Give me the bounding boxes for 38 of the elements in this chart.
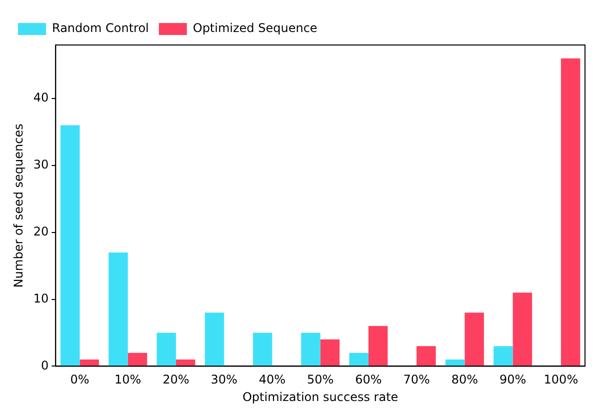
- x-tick-label: 30%: [210, 372, 238, 387]
- bar: [368, 326, 388, 366]
- bar: [445, 360, 465, 366]
- y-axis-title: Number of seed sequences: [11, 124, 26, 288]
- bar: [176, 360, 196, 366]
- bar: [494, 346, 513, 366]
- bar: [349, 352, 368, 366]
- bar: [128, 352, 148, 366]
- bar: [108, 252, 128, 366]
- bar: [512, 292, 532, 366]
- bar: [464, 312, 484, 366]
- y-tick-label: 40: [33, 90, 49, 105]
- legend-label: Random Control: [52, 21, 149, 36]
- x-tick-label: 70%: [403, 372, 430, 387]
- x-axis-title: Optimization success rate: [242, 390, 398, 404]
- y-tick-label: 10: [33, 291, 49, 306]
- bar: [416, 346, 436, 366]
- x-tick-label: 80%: [451, 372, 478, 387]
- y-tick-label: 0: [41, 358, 49, 372]
- x-tick-label: 20%: [162, 372, 190, 387]
- bar: [80, 360, 99, 366]
- x-tick-label: 40%: [258, 372, 286, 387]
- x-tick-label: 10%: [114, 372, 142, 387]
- bar: [301, 332, 320, 366]
- bar: [204, 312, 224, 366]
- bar: [156, 332, 176, 366]
- bar: [560, 58, 580, 366]
- x-tick-label: 90%: [499, 372, 526, 387]
- legend-label: Optimized Sequence: [192, 21, 318, 36]
- bar: [252, 332, 272, 366]
- y-tick-label: 20: [33, 224, 49, 238]
- bar: [60, 125, 80, 366]
- x-tick-label: 60%: [355, 372, 382, 387]
- y-tick-label: 30: [33, 158, 49, 172]
- bar: [320, 339, 340, 366]
- x-tick-label: 0%: [70, 372, 90, 387]
- x-tick-label: 50%: [307, 372, 334, 387]
- x-tick-label: 100%: [544, 372, 578, 387]
